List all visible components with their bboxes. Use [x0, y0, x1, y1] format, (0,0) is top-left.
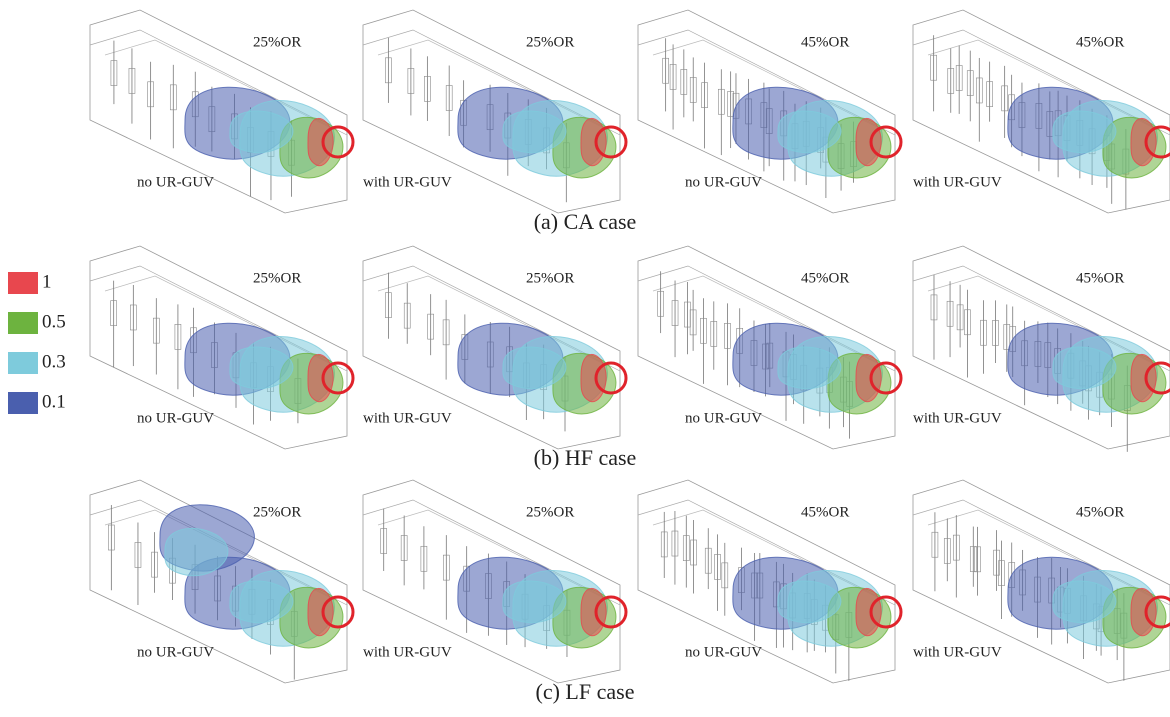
panel: 25%OR no UR-GUV — [90, 246, 353, 449]
panel-ratio: 25%OR — [253, 34, 301, 50]
legend-swatch — [8, 352, 38, 374]
panel-condition: with UR-GUV — [913, 644, 1002, 660]
panel: 45%OR no UR-GUV — [638, 480, 901, 683]
panel-ratio: 45%OR — [1076, 504, 1124, 520]
panel-condition: no UR-GUV — [685, 410, 762, 426]
panel-condition: no UR-GUV — [137, 644, 214, 660]
panel-ratio: 25%OR — [526, 34, 574, 50]
panel: 45%OR with UR-GUV — [913, 10, 1170, 213]
legend-label: 0.3 — [42, 351, 66, 372]
panel: 25%OR no UR-GUV — [90, 480, 353, 683]
legend-swatch — [8, 272, 38, 294]
panel: 45%OR no UR-GUV — [638, 10, 901, 213]
panel-condition: with UR-GUV — [363, 410, 452, 426]
panel: 45%OR with UR-GUV — [913, 480, 1170, 683]
panel-condition: no UR-GUV — [685, 644, 762, 660]
panel-ratio: 45%OR — [1076, 270, 1124, 286]
panel-ratio: 45%OR — [801, 504, 849, 520]
panel: 45%OR with UR-GUV — [913, 246, 1170, 452]
panel-ratio: 25%OR — [253, 270, 301, 286]
panel-ratio: 25%OR — [526, 270, 574, 286]
panel-ratio: 45%OR — [1076, 34, 1124, 50]
panel-condition: with UR-GUV — [363, 644, 452, 660]
panel-condition: with UR-GUV — [363, 174, 452, 190]
panel-ratio: 25%OR — [253, 504, 301, 520]
legend-label: 0.1 — [42, 391, 66, 412]
panel: 25%OR with UR-GUV — [363, 10, 626, 213]
figure: 10.50.30.1(a) CA case25%ORno UR-GUV25%OR… — [0, 0, 1170, 717]
panel-condition: no UR-GUV — [137, 410, 214, 426]
legend-label: 0.5 — [42, 311, 66, 332]
panel: 45%OR no UR-GUV — [638, 246, 901, 449]
legend-swatch — [8, 312, 38, 334]
panel: 25%OR with UR-GUV — [363, 246, 626, 449]
panel-ratio: 45%OR — [801, 270, 849, 286]
panel: 25%OR with UR-GUV — [363, 480, 626, 683]
legend-swatch — [8, 392, 38, 414]
panel-condition: with UR-GUV — [913, 174, 1002, 190]
panel-condition: no UR-GUV — [137, 174, 214, 190]
panel-ratio: 45%OR — [801, 34, 849, 50]
panel: 25%OR no UR-GUV — [90, 10, 353, 213]
caption: (c) LF case — [536, 679, 635, 704]
caption: (b) HF case — [534, 445, 637, 470]
panel-ratio: 25%OR — [526, 504, 574, 520]
caption: (a) CA case — [534, 209, 637, 234]
panel-condition: with UR-GUV — [913, 410, 1002, 426]
legend-label: 1 — [42, 271, 52, 292]
panel-condition: no UR-GUV — [685, 174, 762, 190]
